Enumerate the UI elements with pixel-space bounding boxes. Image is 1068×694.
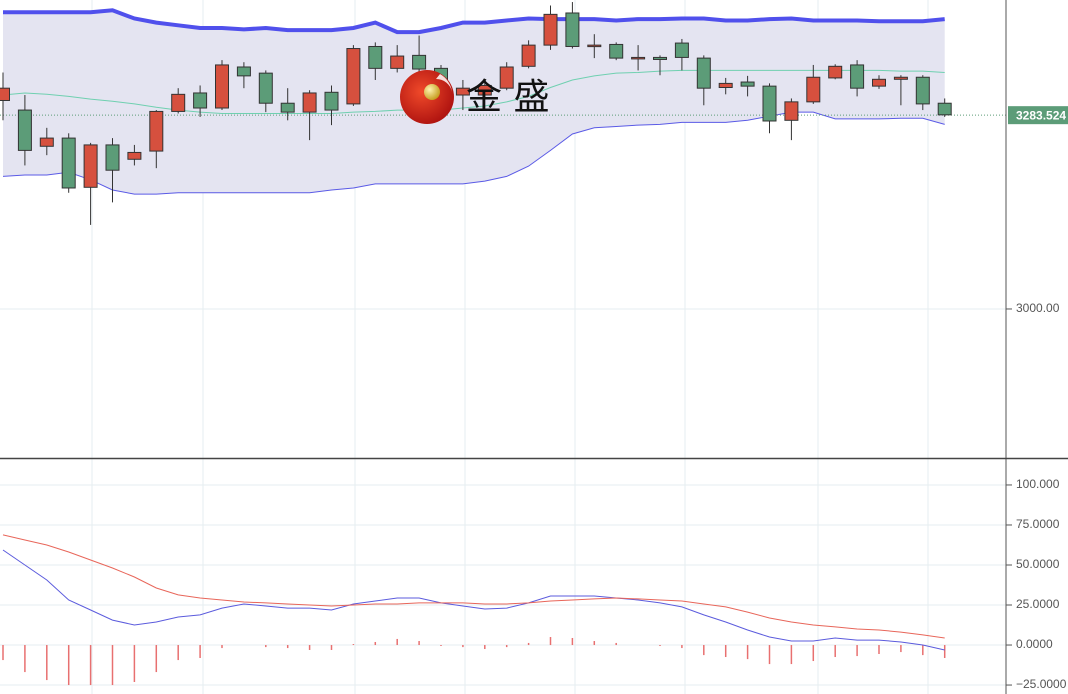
logo-swoosh [436, 74, 452, 92]
candle-body [521, 44, 536, 67]
candle-body [455, 87, 470, 96]
candle-body [368, 45, 383, 69]
candle-body [280, 102, 295, 113]
watermark-text: 金 盛 [466, 77, 549, 118]
candle-body [609, 43, 624, 59]
candle-body [499, 66, 514, 89]
candle-body [258, 72, 273, 104]
watermark-logo: 金 盛 [400, 70, 549, 124]
candle-body [105, 144, 120, 171]
candle-body [850, 64, 865, 89]
candle-body [215, 64, 229, 109]
candle-body [828, 65, 843, 79]
candle-body [784, 101, 799, 121]
candle-body [0, 87, 10, 101]
candle-body [346, 48, 361, 105]
candle-body [324, 91, 339, 111]
candle-body [236, 66, 251, 77]
last-price-label: 3283.524 [1016, 108, 1066, 122]
candle-body [653, 56, 667, 60]
y-tick-label: 50.0000 [1016, 557, 1060, 571]
indicator-line [2, 534, 945, 639]
logo-ball [424, 84, 440, 100]
last-price-box [1008, 106, 1068, 125]
candle-body [915, 76, 930, 105]
candle-body [193, 92, 208, 109]
candle-body [477, 84, 492, 96]
band-line [3, 8, 945, 35]
candle-body [149, 110, 164, 152]
y-tick-label: 25.0000 [1016, 597, 1060, 611]
candle-body [806, 76, 821, 103]
candle-body [740, 81, 755, 87]
candle-body [565, 12, 580, 47]
plot [0, 2, 1006, 686]
candle-body [17, 109, 32, 151]
candle-body [390, 55, 405, 69]
candle-body [631, 56, 646, 60]
y-tick-label: 0.0000 [1016, 637, 1053, 651]
candle-body [61, 137, 76, 189]
y-tick-label: 100.000 [1016, 477, 1060, 491]
band-area [3, 10, 945, 195]
candle-body [696, 57, 711, 89]
candle-body [171, 93, 186, 112]
candle-body [762, 85, 777, 122]
band-line [2, 69, 945, 114]
candle-body [302, 92, 317, 113]
y-tick-label: −25.0000 [1016, 677, 1067, 691]
y-tick-label: 3000.00 [1016, 301, 1060, 315]
candle-body [587, 44, 602, 48]
candle-body [718, 82, 733, 88]
candle-body [412, 54, 427, 70]
candle-body [543, 13, 558, 46]
candle-body [39, 137, 54, 147]
candle-body [83, 144, 98, 188]
y-tick-label: 75.0000 [1016, 517, 1060, 531]
candle-body [937, 102, 952, 116]
candle-body [893, 76, 908, 80]
candle-body [872, 78, 886, 87]
candle-body [674, 42, 689, 58]
candle-body [127, 151, 142, 160]
indicator-line [2, 549, 945, 651]
